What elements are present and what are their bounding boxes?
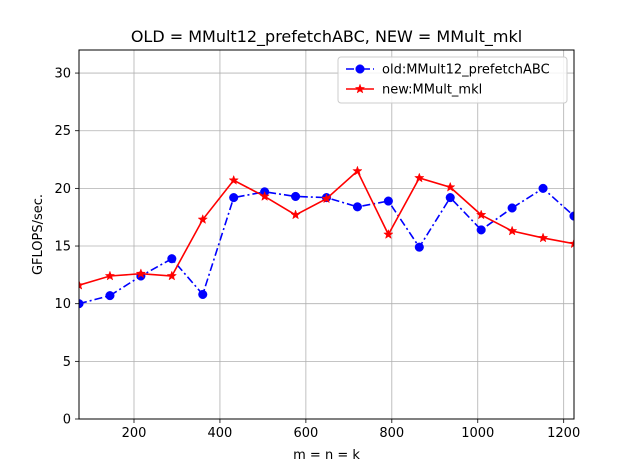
- plot-frame: [78, 49, 575, 420]
- data-point: [506, 225, 518, 236]
- y-tick-label: 0: [63, 413, 71, 428]
- legend-label: old:MMult12_prefetchABC: [382, 63, 550, 78]
- y-axis-label: GFLOPS/sec.: [31, 194, 46, 275]
- series-layer: [79, 165, 574, 309]
- data-point: [538, 183, 548, 193]
- data-point: [569, 211, 574, 221]
- data-point: [79, 279, 85, 290]
- chart-title: OLD = MMult12_prefetchABC, NEW = MMult_m…: [131, 27, 522, 47]
- data-point: [537, 232, 549, 243]
- x-axis: 200 400 600 800 1000 1200: [122, 419, 580, 441]
- x-tick-label: 400: [208, 426, 233, 441]
- data-point: [507, 203, 517, 213]
- y-tick-label: 5: [63, 355, 71, 370]
- series-line: [79, 187, 574, 305]
- data-point: [259, 190, 270, 201]
- data-point: [352, 202, 362, 212]
- legend-box: [337, 56, 568, 104]
- legend-marker: [354, 83, 366, 94]
- data-point: [228, 174, 239, 185]
- data-point: [568, 238, 574, 249]
- x-tick-label: 1200: [547, 426, 580, 441]
- x-tick-label: 600: [293, 426, 318, 441]
- data-point: [414, 242, 424, 252]
- data-point: [321, 193, 332, 204]
- legend: old:MMult12_prefetchABC new:MMult_mkl: [337, 56, 568, 104]
- y-tick-label: 30: [54, 67, 71, 82]
- data-point: [444, 181, 456, 192]
- series-new: [79, 165, 574, 290]
- x-tick-label: 200: [122, 426, 147, 441]
- data-point: [166, 270, 178, 281]
- y-tick-label: 20: [54, 182, 71, 197]
- data-point: [383, 196, 393, 206]
- data-point: [167, 254, 177, 264]
- y-tick-label: 15: [54, 240, 71, 255]
- data-point: [198, 289, 208, 300]
- x-tick-label: 800: [379, 426, 404, 441]
- data-point: [291, 191, 301, 201]
- data-point: [414, 172, 425, 183]
- data-point: [475, 209, 487, 220]
- data-point: [383, 228, 394, 239]
- legend-marker: [355, 64, 365, 74]
- data-point: [476, 225, 486, 235]
- y-tick-label: 10: [54, 297, 71, 312]
- grid: [79, 50, 574, 420]
- data-point: [79, 299, 84, 309]
- x-axis-label: m = n = k: [293, 448, 360, 463]
- data-point: [105, 291, 115, 301]
- x-tick-label: 1000: [461, 426, 494, 441]
- data-point: [229, 193, 239, 203]
- legend-label: new:MMult_mkl: [382, 83, 482, 98]
- data-point: [135, 268, 147, 279]
- data-point: [197, 213, 209, 224]
- data-point: [352, 165, 363, 176]
- y-tick-label: 25: [54, 124, 71, 139]
- y-axis: 0 5 10 15 20 25 30: [54, 67, 79, 428]
- data-point: [445, 193, 455, 203]
- data-point: [104, 270, 116, 281]
- data-point: [290, 209, 301, 220]
